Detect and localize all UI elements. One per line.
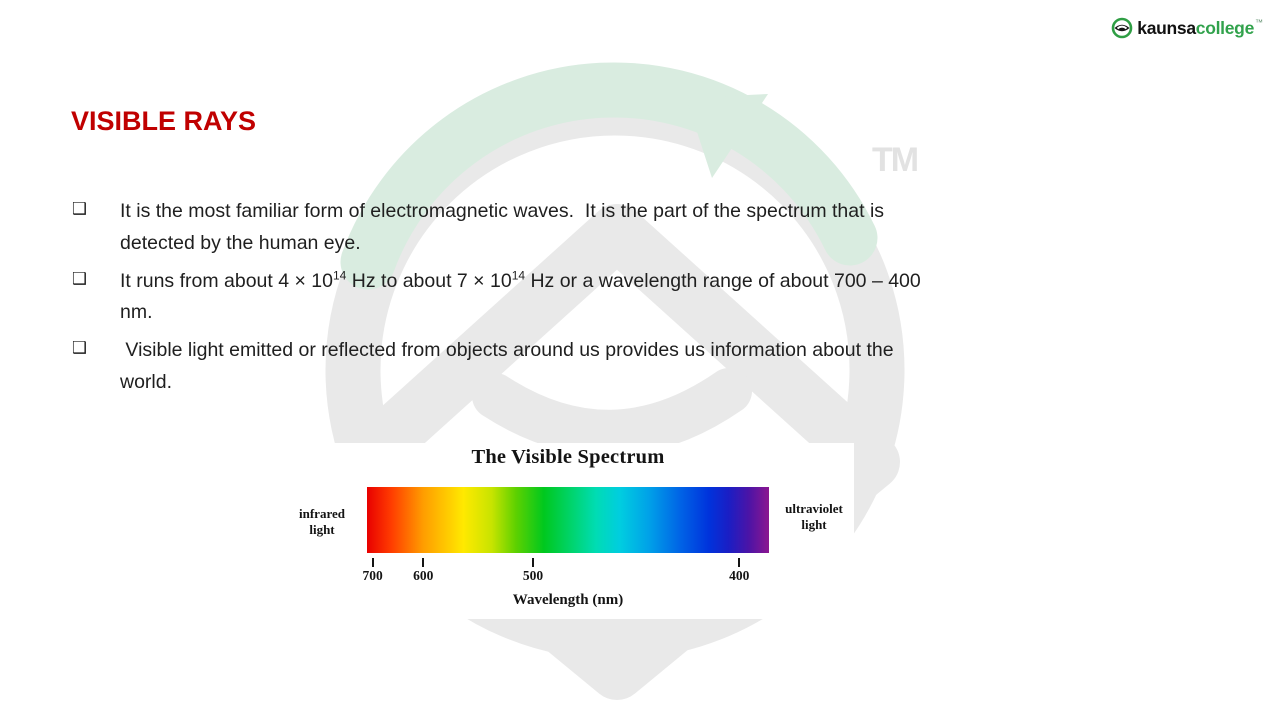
infrared-label-line1: infrared	[299, 506, 345, 521]
brand-trademark: ™	[1255, 17, 1263, 27]
tick-label: 500	[522, 568, 544, 583]
watermark-tm-label: TM	[872, 141, 919, 179]
bullet-marker-icon: ❑	[72, 339, 87, 357]
watermark-smile-icon	[472, 368, 752, 456]
brand-logo: kaunsa college ™	[1111, 17, 1263, 39]
infrared-label-line2: light	[309, 521, 335, 537]
tick-mark	[738, 558, 741, 567]
bullet-list: ❑ It is the most familiar form of electr…	[72, 196, 1157, 405]
brand-logo-eye-icon	[1111, 17, 1133, 39]
brand-name-college: college	[1195, 17, 1255, 38]
bullet-text-run: Hz to about 7 × 10	[346, 269, 512, 292]
bullet-item: ❑ It runs from about 4 × 1014 Hz to abou…	[72, 266, 1157, 329]
watermark-arc-icon	[340, 62, 878, 290]
bullet-text: It is the most familiar form of electrom…	[120, 200, 885, 254]
tick-label: 400	[729, 568, 750, 583]
watermark-emblem-icon	[334, 204, 900, 700]
exponent: 14	[511, 268, 526, 282]
tick-mark	[532, 558, 535, 567]
wavelength-axis: 700 600 500 400	[363, 556, 769, 588]
ultraviolet-label-line1: ultraviolet	[785, 501, 843, 516]
exponent: 14	[333, 268, 347, 282]
wavelength-axis-label: Wavelength (nm)	[512, 592, 624, 608]
tick-mark	[422, 558, 425, 567]
bullet-item: ❑ It is the most familiar form of electr…	[72, 196, 1157, 259]
figure-title: The Visible Spectrum	[471, 446, 665, 468]
infrared-label: infrared light	[290, 506, 354, 537]
bullet-text: Visible light emitted or reflected from …	[120, 339, 894, 393]
bullet-marker-icon: ❑	[72, 269, 87, 288]
watermark-wedge-icon	[686, 94, 768, 178]
bullet-text: It runs from about 4 × 1014 Hz to about …	[120, 266, 921, 329]
ultraviolet-label: ultraviolet light	[776, 501, 852, 532]
bullet-text-run: Hz or a wavelength range of about 700 – …	[120, 269, 921, 324]
bullet-marker-icon: ❑	[72, 200, 87, 218]
slide-title: VISIBLE RAYS	[71, 106, 257, 136]
tick-mark	[371, 558, 374, 567]
tick-label: 600	[413, 568, 434, 583]
tick-label: 700	[362, 568, 383, 583]
spectrum-gradient-bar	[367, 487, 769, 553]
bullet-text-run: It runs from about 4 × 10	[120, 269, 333, 292]
ultraviolet-label-line2: light	[801, 516, 827, 532]
brand-name-kaunsa: kaunsa	[1137, 17, 1196, 38]
bullet-item: ❑ Visible light emitted or reflected fro…	[72, 335, 1157, 398]
